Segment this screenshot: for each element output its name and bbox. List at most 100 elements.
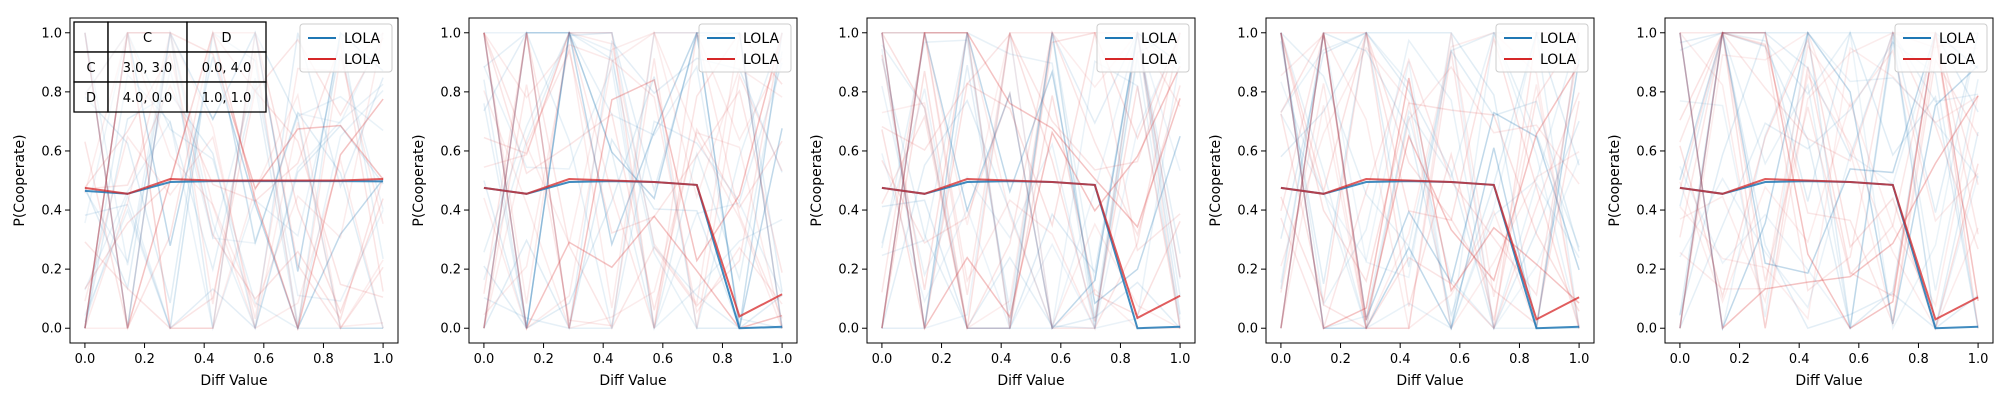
background-trajectory bbox=[1679, 31, 1979, 103]
x-tick-label: 1.0 bbox=[1170, 352, 1191, 367]
background-trajectory bbox=[881, 31, 1181, 324]
background-trajectory bbox=[483, 32, 783, 331]
x-tick-label: 0.4 bbox=[1390, 352, 1411, 367]
background-trajectory bbox=[483, 32, 783, 311]
background-trajectory bbox=[483, 32, 783, 330]
y-tick-label: 0.2 bbox=[838, 263, 859, 278]
x-tick-label: 1.0 bbox=[1968, 352, 1989, 367]
background-trajectories bbox=[84, 29, 384, 332]
y-tick-label: 0.6 bbox=[1237, 144, 1258, 159]
x-tick-label: 1.0 bbox=[1569, 352, 1590, 367]
background-trajectory bbox=[1679, 30, 1979, 332]
y-tick-label: 0.4 bbox=[838, 204, 859, 219]
background-trajectory bbox=[483, 32, 783, 329]
axes-frame bbox=[1664, 17, 1994, 344]
table-col-header: C bbox=[143, 31, 152, 46]
table-cell bbox=[107, 81, 188, 113]
background-trajectory bbox=[483, 30, 783, 329]
background-trajectory bbox=[1280, 32, 1580, 330]
x-tick-label: 0.4 bbox=[593, 352, 614, 367]
table-row-header: D bbox=[86, 91, 96, 106]
x-tick-label: 0.6 bbox=[1449, 352, 1470, 367]
background-trajectory bbox=[483, 31, 783, 329]
background-trajectory bbox=[84, 69, 384, 302]
background-trajectory bbox=[1679, 30, 1979, 330]
background-trajectory bbox=[84, 32, 384, 329]
chart-panel-3: 0.0 0.2 0.4 0.6 0.8 1.0 0.0 0.2 0.4 0.6 0.8 1.0 Diff… bbox=[809, 17, 1196, 389]
background-trajectory bbox=[483, 64, 783, 330]
background-trajectory bbox=[881, 32, 1181, 295]
y-axis-label: P(Cooperate) bbox=[12, 134, 28, 226]
background-trajectory bbox=[483, 31, 783, 329]
table-col-header: D bbox=[221, 31, 231, 46]
background-trajectory bbox=[1280, 32, 1580, 329]
x-axis-label: Diff Value bbox=[1396, 373, 1463, 389]
background-trajectory bbox=[84, 92, 384, 329]
table-row-header: C bbox=[86, 61, 95, 76]
x-axis-label: Diff Value bbox=[997, 373, 1064, 389]
legend-label-2: LOLA bbox=[1141, 52, 1177, 68]
x-tick-label: 0.4 bbox=[991, 352, 1012, 367]
background-trajectory bbox=[1280, 32, 1580, 329]
table-cell bbox=[73, 21, 109, 53]
background-trajectory bbox=[84, 32, 384, 329]
chart-panel-2: 0.0 0.2 0.4 0.6 0.8 1.0 0.0 0.2 0.4 0.6 0.8 1.0 Diff… bbox=[411, 17, 798, 389]
background-trajectory bbox=[1679, 31, 1979, 327]
y-tick-label: 1.0 bbox=[440, 26, 461, 41]
x-tick-label: 1.0 bbox=[772, 352, 793, 367]
table-cell bbox=[186, 21, 267, 53]
x-tick-label: 0.6 bbox=[1050, 352, 1071, 367]
x-tick-label: 0.6 bbox=[253, 352, 274, 367]
background-trajectory bbox=[483, 30, 783, 329]
background-trajectory bbox=[881, 31, 1181, 329]
background-trajectory bbox=[1679, 43, 1979, 290]
background-trajectory bbox=[483, 32, 783, 273]
background-trajectory bbox=[1280, 32, 1580, 321]
legend-label-1: LOLA bbox=[1141, 31, 1177, 47]
chart-panel-1: 0.0 0.2 0.4 0.6 0.8 1.0 0.0 0.2 0.4 0.6 0.8 1.0 Diff… bbox=[12, 17, 399, 389]
table-cell-value: 0.0, 4.0 bbox=[202, 61, 252, 76]
background-trajectory bbox=[881, 32, 1181, 171]
background-trajectory bbox=[483, 76, 783, 330]
x-tick-label: 0.0 bbox=[1271, 352, 1292, 367]
background-trajectory bbox=[1280, 31, 1580, 249]
y-tick-label: 0.6 bbox=[41, 144, 62, 159]
x-tick-label: 0.8 bbox=[1908, 352, 1929, 367]
background-trajectory bbox=[1679, 73, 1979, 330]
background-trajectory bbox=[1280, 32, 1580, 329]
background-trajectory bbox=[483, 30, 783, 329]
x-tick-label: 0.2 bbox=[1330, 352, 1351, 367]
background-trajectory bbox=[1679, 32, 1979, 330]
x-tick-label: 0.6 bbox=[652, 352, 673, 367]
chart-panel-4: 0.0 0.2 0.4 0.6 0.8 1.0 0.0 0.2 0.4 0.6 0.8 1.0 Diff… bbox=[1208, 17, 1595, 389]
background-trajectory bbox=[881, 31, 1181, 329]
legend-label-1: LOLA bbox=[743, 31, 779, 47]
legend: LOLA LOLA bbox=[299, 23, 393, 73]
table-cell bbox=[73, 81, 109, 113]
background-trajectory bbox=[881, 98, 1181, 330]
chart-panel-5: 0.0 0.2 0.4 0.6 0.8 1.0 0.0 0.2 0.4 0.6 0.8 1.0 Diff… bbox=[1607, 17, 1994, 389]
background-trajectory bbox=[483, 29, 783, 329]
background-trajectory bbox=[483, 32, 783, 315]
x-tick-label: 1.0 bbox=[373, 352, 394, 367]
background-trajectory bbox=[1679, 94, 1979, 308]
table-cell bbox=[186, 51, 267, 83]
x-axis-label: Diff Value bbox=[1795, 373, 1862, 389]
background-trajectory bbox=[483, 32, 783, 329]
background-trajectory bbox=[1280, 32, 1580, 329]
series-line-2 bbox=[1280, 178, 1580, 321]
x-tick-label: 0.0 bbox=[1670, 352, 1691, 367]
legend-label-2: LOLA bbox=[1540, 52, 1576, 68]
legend-label-2: LOLA bbox=[344, 52, 380, 68]
x-tick-label: 0.0 bbox=[75, 352, 96, 367]
y-tick-label: 0.4 bbox=[41, 204, 62, 219]
y-tick-label: 0.0 bbox=[1636, 322, 1657, 337]
background-trajectory bbox=[1679, 32, 1979, 330]
y-tick-label: 0.4 bbox=[440, 204, 461, 219]
background-trajectory bbox=[1280, 31, 1580, 332]
background-trajectory bbox=[1280, 32, 1580, 330]
background-trajectory bbox=[1280, 31, 1580, 331]
y-tick-label: 0.2 bbox=[41, 263, 62, 278]
y-tick-label: 0.6 bbox=[440, 144, 461, 159]
background-trajectory bbox=[84, 52, 384, 332]
